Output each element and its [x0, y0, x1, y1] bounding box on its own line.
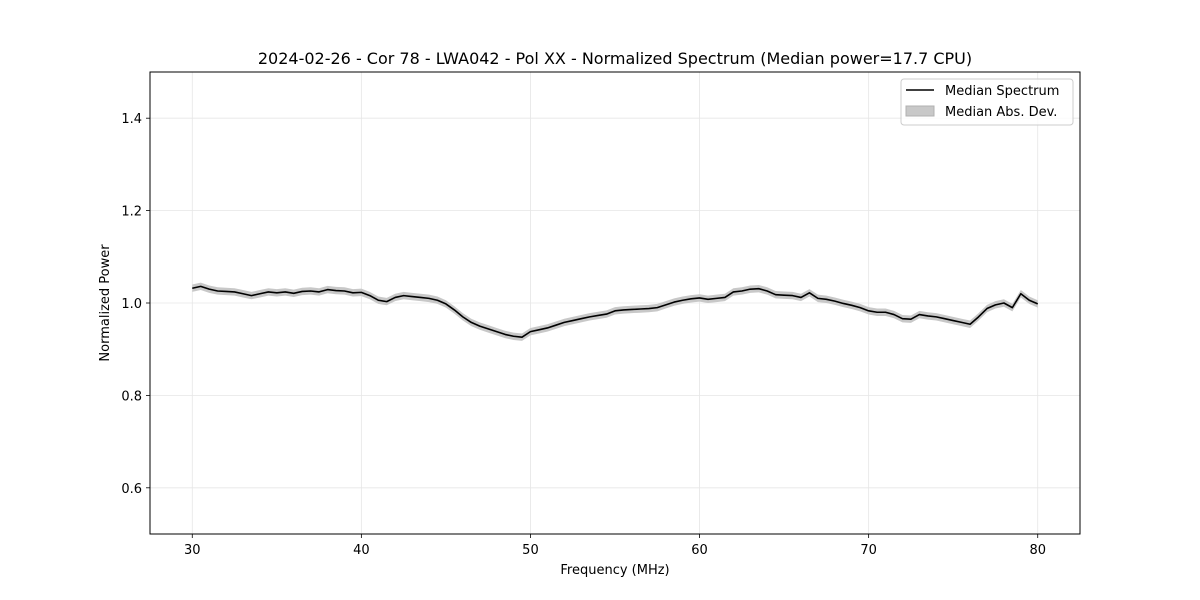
y-tick-label: 1.0 [121, 297, 142, 312]
x-tick-label: 70 [860, 543, 877, 558]
median-line-layer [192, 285, 1039, 338]
legend-band-swatch [905, 105, 935, 117]
x-tick-label: 30 [184, 543, 201, 558]
mad-band-layer [192, 282, 1038, 341]
x-tick-label: 80 [1029, 543, 1046, 558]
tick-layer: 30 40 50 60 70 80 0.6 0.8 1.0 1.2 1.4 [121, 112, 1046, 558]
legend-box [900, 78, 1074, 126]
x-tick-label: 60 [691, 543, 708, 558]
x-tick-label: 40 [353, 543, 370, 558]
x-axis-label: Frequency (MHz) [560, 563, 669, 578]
y-tick-label: 0.6 [121, 482, 142, 497]
mad-band [192, 282, 1038, 341]
y-tick-label: 1.2 [121, 205, 142, 220]
legend: Median Spectrum Median Abs. Dev. [900, 78, 1074, 126]
x-tick-label: 50 [522, 543, 539, 558]
chart-title: 2024-02-26 - Cor 78 - LWA042 - Pol XX - … [258, 49, 972, 68]
legend-label-median-abs-dev: Median Abs. Dev. [945, 105, 1057, 120]
legend-label-median-spectrum: Median Spectrum [945, 84, 1059, 99]
median-spectrum-line [192, 285, 1039, 338]
y-tick-label: 1.4 [121, 112, 142, 127]
y-tick-label: 0.8 [121, 389, 142, 404]
y-axis-label: Normalized Power [98, 244, 113, 362]
